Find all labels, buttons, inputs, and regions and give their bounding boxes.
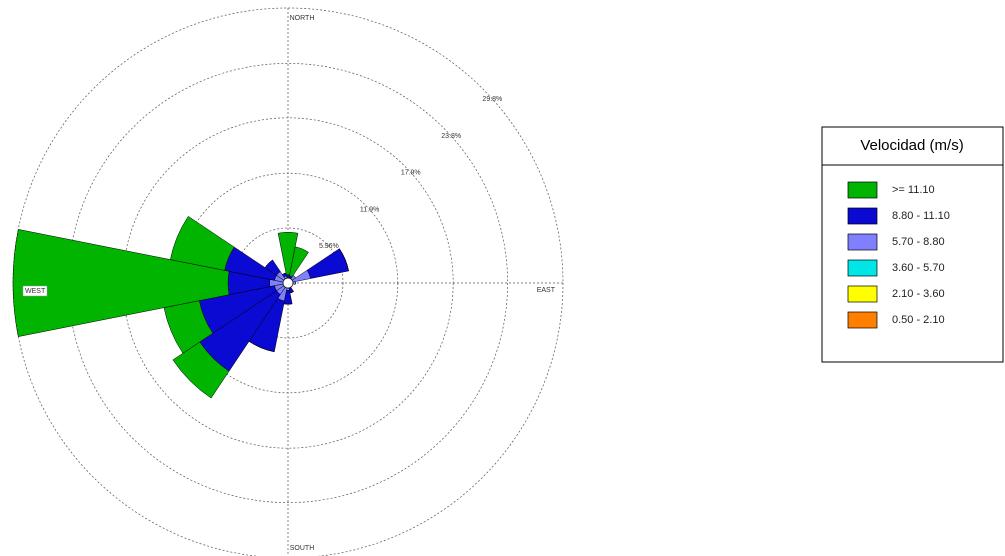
compass-label: WEST <box>25 288 46 295</box>
ring-label: 17.9% <box>401 169 421 176</box>
ring-label: 29.8% <box>482 96 502 103</box>
petal-segment <box>292 275 296 279</box>
calm-circle <box>282 277 294 289</box>
legend-swatch <box>847 233 878 251</box>
petal-segment <box>248 341 275 353</box>
petal-segment <box>289 246 309 278</box>
ring-label: 5.96% <box>319 243 339 250</box>
ring-label: 11.9% <box>360 206 379 213</box>
petal-segment <box>170 216 235 271</box>
legend-label: 5.70 - 8.80 <box>892 236 945 248</box>
compass-label: SOUTH <box>290 545 315 552</box>
petal-segment <box>172 341 230 399</box>
legend-swatch <box>847 285 878 303</box>
ring-label: 23.8% <box>441 133 461 140</box>
label-bg <box>22 285 48 297</box>
legend-label: 8.80 - 11.10 <box>892 210 950 222</box>
petal-segment <box>277 231 299 276</box>
legend-swatch <box>847 311 878 329</box>
compass-label: EAST <box>537 287 556 294</box>
legend-title: Velocidad (m/s) <box>860 137 963 154</box>
legend-swatch <box>847 207 878 225</box>
legend-label: 0.50 - 2.10 <box>892 314 945 326</box>
petal-segment <box>264 259 273 268</box>
petal-segment <box>12 229 230 337</box>
legend-label: 2.10 - 3.60 <box>892 288 945 300</box>
legend-swatch <box>847 181 878 199</box>
legend-label: >= 11.10 <box>892 184 935 196</box>
compass-label: NORTH <box>290 15 315 22</box>
legend-label: 3.60 - 5.70 <box>892 262 945 274</box>
legend-swatch <box>847 259 878 277</box>
